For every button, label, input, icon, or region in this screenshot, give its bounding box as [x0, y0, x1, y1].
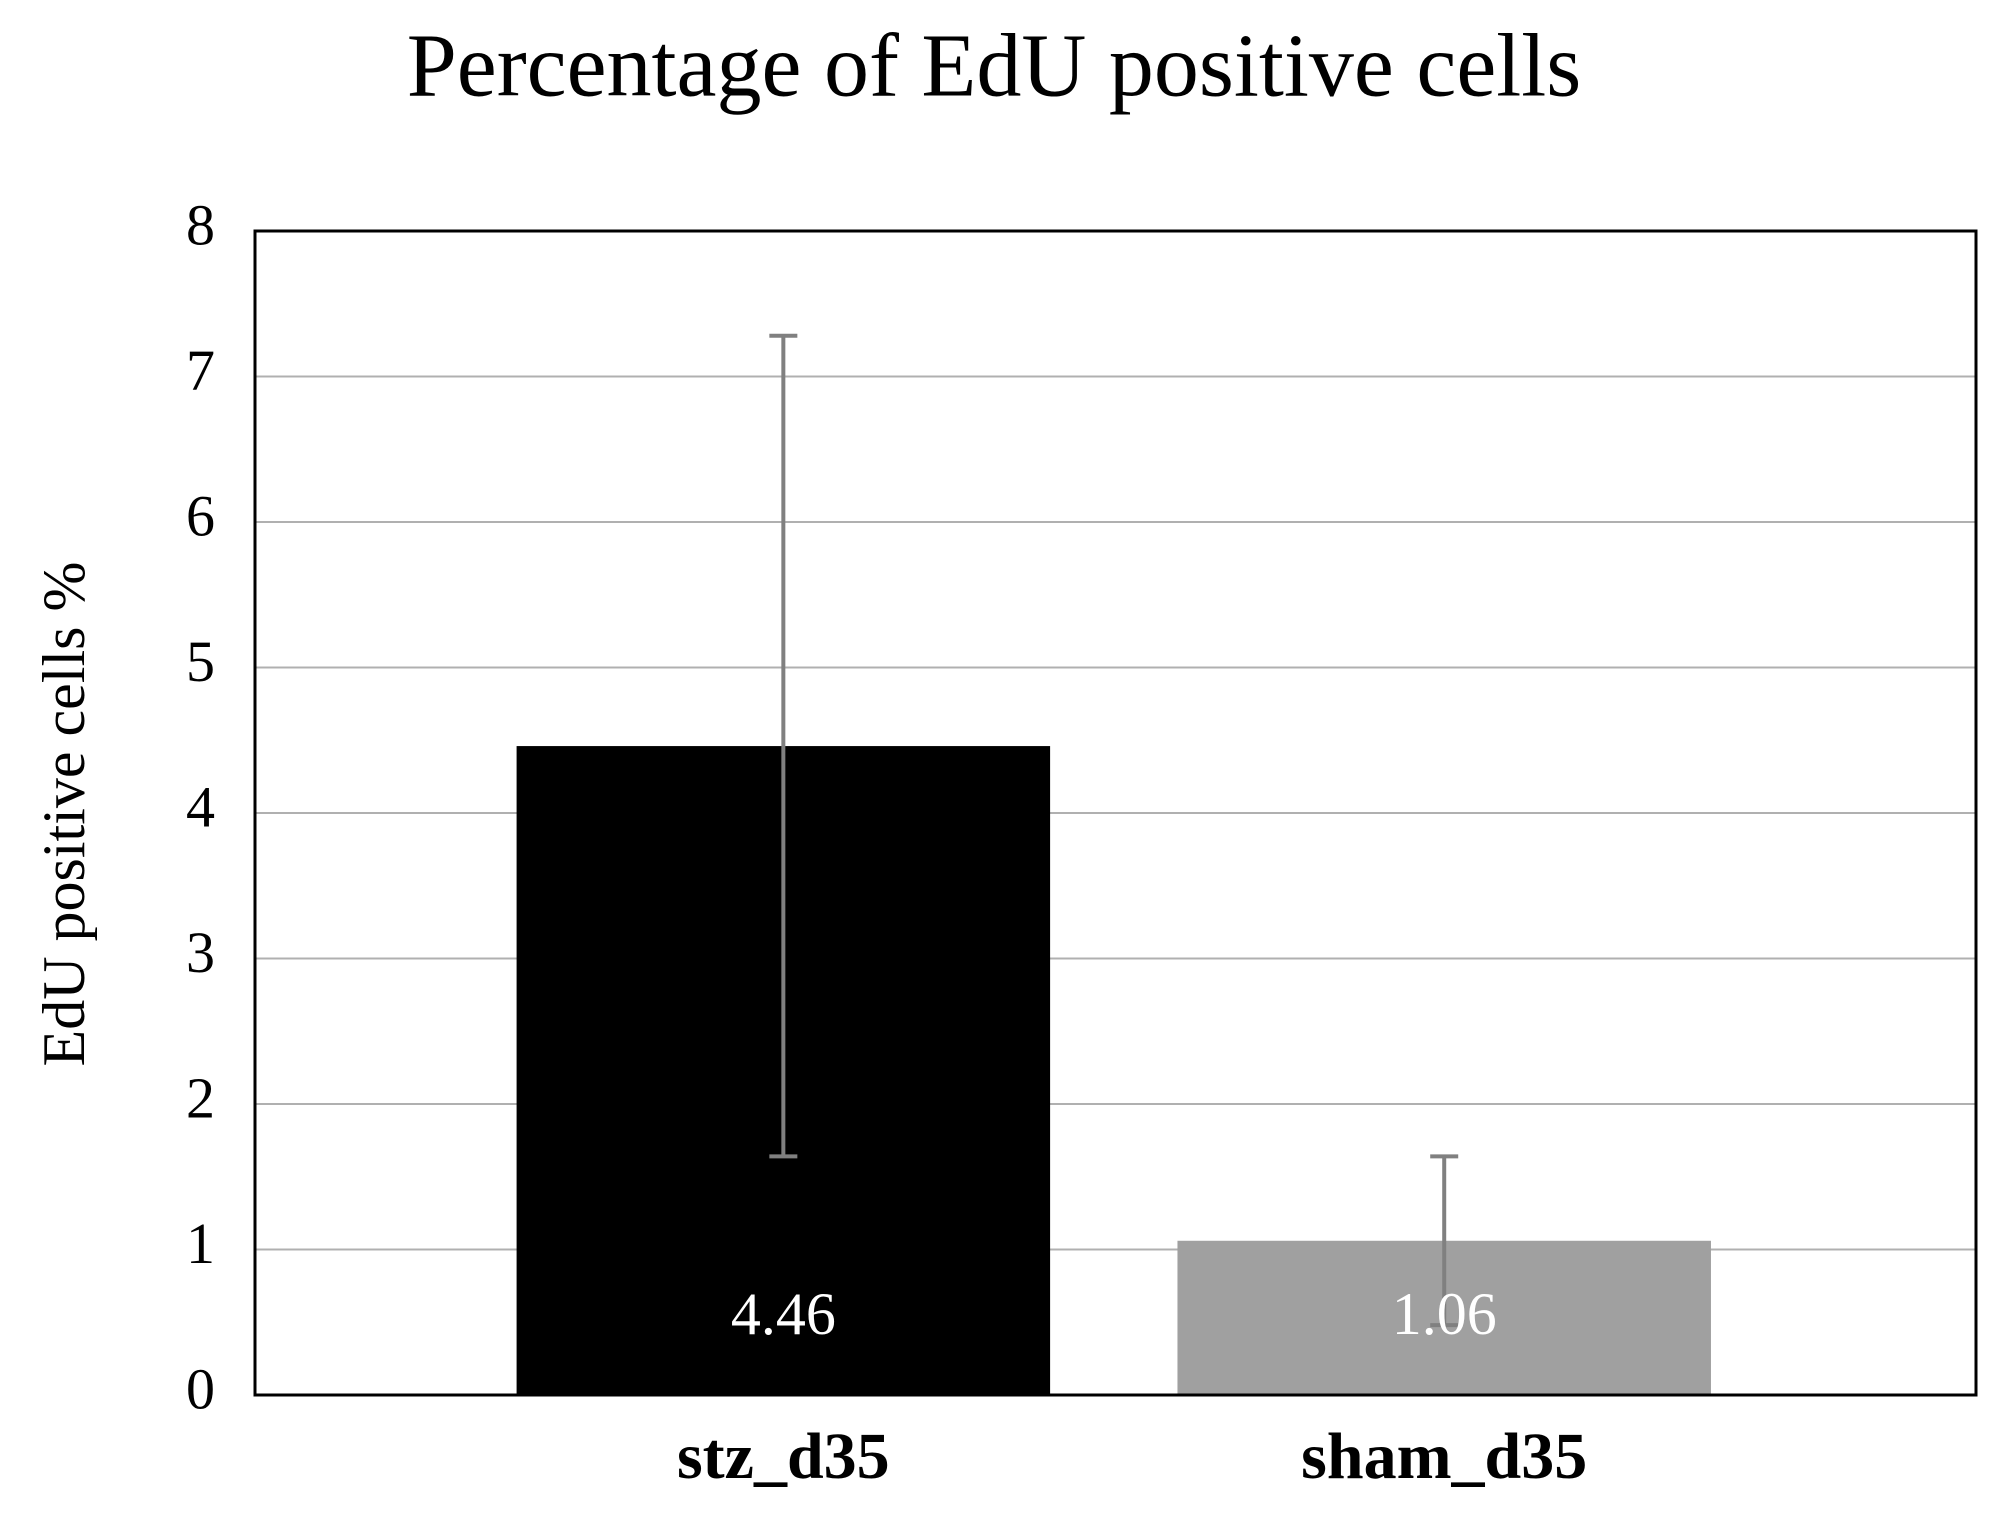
y-tick-label: 0 [186, 1356, 215, 1421]
error-bar [1430, 1154, 1459, 1328]
data-label: 1.06 [1392, 1281, 1497, 1347]
y-tick-label: 8 [186, 192, 215, 257]
y-tick-label: 1 [186, 1211, 215, 1276]
data-label: 4.46 [731, 1281, 836, 1347]
y-tick-label: 3 [186, 920, 215, 985]
y-tick-label: 6 [186, 483, 215, 548]
y-axis-label: EdU positive cells % [31, 562, 97, 1067]
y-tick-label: 4 [186, 774, 215, 839]
y-tick-label: 5 [186, 629, 215, 694]
plot-frame [253, 229, 1978, 1397]
chart-title: Percentage of EdU positive cells [407, 17, 1582, 116]
y-tick-label: 7 [186, 338, 215, 403]
y-tick-label: 2 [186, 1065, 215, 1130]
x-tick-label: stz_d35 [677, 1420, 890, 1493]
x-tick-label: sham_d35 [1301, 1420, 1587, 1493]
error-bar [769, 333, 798, 1159]
